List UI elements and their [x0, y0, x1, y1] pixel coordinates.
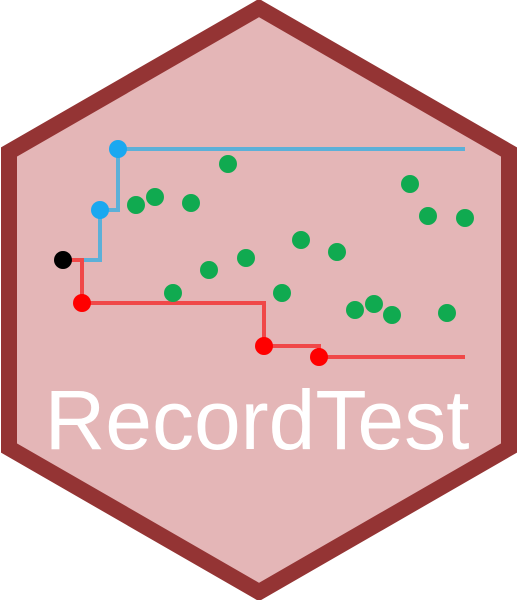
green-point [292, 231, 310, 249]
red-point [255, 337, 273, 355]
green-point [219, 155, 237, 173]
start-point [54, 251, 72, 269]
green-point [182, 194, 200, 212]
lower-record-points [73, 294, 328, 366]
green-point [346, 301, 364, 319]
green-point [164, 284, 182, 302]
green-point [273, 284, 291, 302]
red-point [310, 348, 328, 366]
green-point [200, 261, 218, 279]
green-point [328, 243, 346, 261]
green-point [401, 175, 419, 193]
green-point [146, 188, 164, 206]
green-point [365, 295, 383, 313]
green-point [419, 207, 437, 225]
green-point [237, 249, 255, 267]
green-point [456, 209, 474, 227]
non-record-points [127, 155, 474, 324]
green-point [383, 306, 401, 324]
blue-point [109, 140, 127, 158]
green-point [127, 196, 145, 214]
upper-record-points [91, 140, 127, 219]
logo-wordmark: RecordTest [45, 373, 470, 467]
blue-point [91, 201, 109, 219]
red-point [73, 294, 91, 312]
green-point [438, 304, 456, 322]
